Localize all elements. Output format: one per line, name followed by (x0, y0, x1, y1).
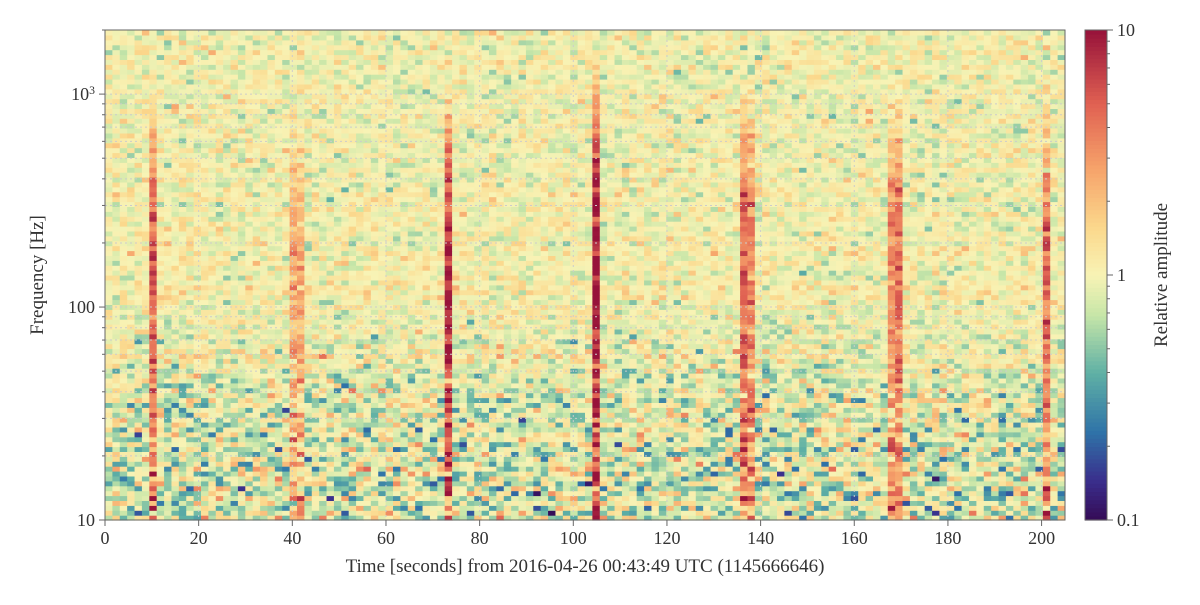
colorbar: 0.1 1 10 Relative amplitude (1085, 20, 1172, 530)
y-tick-label: 100 (68, 297, 95, 317)
x-tick-label: 140 (747, 528, 774, 548)
colorbar-tick-label: 10 (1117, 20, 1135, 40)
x-tick-label: 120 (653, 528, 680, 548)
x-tick-label: 100 (560, 528, 587, 548)
spectrogram-chart: 0 20 40 60 80 100 120 140 160 180 200 Time [seconds… (0, 0, 1200, 600)
x-tick-label: 200 (1028, 528, 1055, 548)
x-tick-label: 0 (101, 528, 110, 548)
x-axis-label: Time [seconds] from 2016-04-26 00:43:49 … (346, 556, 825, 577)
colorbar-tick-label: 0.1 (1117, 510, 1140, 530)
x-tick-label: 40 (283, 528, 301, 548)
x-tick-label: 20 (190, 528, 208, 548)
colorbar-label: Relative amplitude (1151, 203, 1172, 347)
y-axis-label: Frequency [Hz] (27, 215, 48, 335)
x-tick-label: 80 (471, 528, 489, 548)
x-axis: 0 20 40 60 80 100 120 140 160 180 200 Time [seconds… (101, 520, 1056, 577)
x-tick-label: 60 (377, 528, 395, 548)
colorbar-tick-label: 1 (1117, 265, 1126, 285)
x-tick-label: 160 (841, 528, 868, 548)
x-tick-label: 180 (934, 528, 961, 548)
y-tick-label-exp: 103 (71, 84, 95, 105)
y-tick-label: 10 (77, 510, 95, 530)
y-axis: 10 100 103 Frequency [Hz] (27, 30, 105, 530)
